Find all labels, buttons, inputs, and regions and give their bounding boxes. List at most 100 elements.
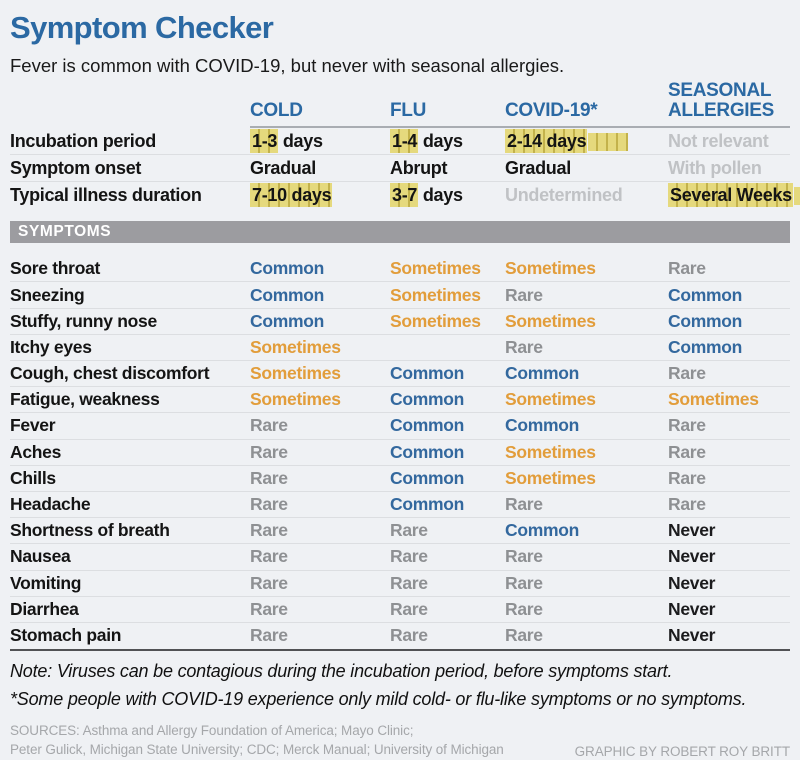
symptom-row-label: Chills: [10, 467, 56, 488]
duration-highlight: Several Weeks: [668, 183, 793, 208]
symptom-row-label: Shortness of breath: [10, 520, 170, 541]
symptom-frequency-cell: Sometimes: [390, 310, 481, 331]
symptom-frequency-cell: Never: [668, 572, 716, 593]
symptom-frequency-cell: Rare: [505, 336, 543, 357]
symptom-frequency-cell: Rare: [668, 415, 706, 436]
symptom-frequency-cell: Rare: [250, 494, 288, 515]
symptom-frequency-cell: Rare: [505, 546, 543, 567]
overview-row: Symptom onset Gradual Abrupt Gradual With po…: [10, 155, 790, 183]
overview-cell-text: Undetermined: [505, 185, 623, 206]
symptom-row: Cough, chest discomfort Sometimes Common Co…: [10, 361, 790, 388]
symptom-frequency-cell: Sometimes: [505, 310, 596, 331]
symptom-frequency-cell: Sometimes: [505, 467, 596, 488]
symptom-frequency-cell: Never: [668, 520, 716, 541]
column-header-flu: FLU: [390, 100, 427, 122]
symptom-frequency-cell: Common: [390, 467, 465, 488]
subtitle: Fever is common with COVID-19, but never…: [10, 55, 565, 76]
symptoms-section-label: SYMPTOMS: [18, 223, 112, 241]
overview-cell-text: Abrupt: [390, 157, 448, 178]
symptom-frequency-cell: Rare: [390, 625, 428, 646]
overview-cell: Several Weeks: [668, 183, 800, 208]
symptom-frequency-cell: Rare: [390, 572, 428, 593]
symptom-frequency-cell: Common: [390, 415, 465, 436]
overview-cell-text: Gradual: [505, 157, 571, 178]
overview-cell-text: Not relevant: [668, 130, 769, 151]
symptom-row: Nausea Rare Rare Rare Never: [10, 544, 790, 571]
symptom-frequency-cell: Rare: [250, 625, 288, 646]
symptom-row-label: Fatigue, weakness: [10, 389, 160, 410]
symptom-frequency-cell: Never: [668, 598, 716, 619]
symptom-frequency-cell: Sometimes: [250, 336, 341, 357]
column-header-covid19: COVID-19*: [505, 100, 598, 122]
footer: SOURCES: Asthma and Allergy Foundation o…: [10, 721, 790, 760]
symptom-frequency-cell: Common: [505, 363, 580, 384]
overview-row-label: Incubation period: [10, 130, 156, 151]
overview-cell: Not relevant: [668, 131, 790, 152]
duration-highlight: 3-7: [390, 183, 419, 208]
symptom-row-label: Sore throat: [10, 258, 101, 279]
symptom-frequency-cell: Never: [668, 625, 716, 646]
symptom-row: Shortness of breath Rare Rare Common Never: [10, 518, 790, 545]
symptom-frequency-cell: Common: [250, 258, 325, 279]
symptom-frequency-cell: Rare: [505, 284, 543, 305]
duration-highlight-extension: [588, 132, 629, 151]
symptom-frequency-cell: Rare: [250, 467, 288, 488]
overview-cell: 1-3 days: [250, 128, 390, 153]
symptom-row-label: Cough, chest discomfort: [10, 363, 210, 384]
symptom-row-label: Aches: [10, 441, 62, 462]
symptom-frequency-cell: Common: [390, 363, 465, 384]
graphic-credit: GRAPHIC BY ROBERT ROY BRITT: [574, 743, 790, 759]
overview-cell: 3-7 days: [390, 183, 505, 208]
overview-cell-text: With pollen: [668, 157, 762, 178]
symptom-row-label: Headache: [10, 494, 91, 515]
symptom-row-label: Vomiting: [10, 572, 82, 593]
symptom-row: Sore throat Common Sometimes Sometimes Rare: [10, 256, 790, 283]
symptom-frequency-cell: Rare: [505, 494, 543, 515]
symptom-frequency-cell: Rare: [390, 520, 428, 541]
symptom-row-label: Stuffy, runny nose: [10, 310, 157, 331]
symptom-row: Vomiting Rare Rare Rare Never: [10, 571, 790, 597]
overview-cell: Gradual: [505, 158, 668, 179]
symptom-row-label: Stomach pain: [10, 625, 122, 646]
symptom-frequency-cell: Rare: [390, 598, 428, 619]
symptom-frequency-cell: Common: [390, 389, 465, 410]
overview-cell: Gradual: [250, 158, 390, 179]
duration-highlight-extension: [793, 187, 800, 206]
symptom-row: Fatigue, weakness Sometimes Common Sometime…: [10, 387, 790, 414]
symptom-row: Itchy eyes Sometimes Rare Common: [10, 335, 790, 361]
column-header-cold: COLD: [250, 100, 303, 122]
infographic: Symptom Checker Fever is common with COV…: [0, 10, 800, 759]
overview-cell: 1-4 days: [390, 128, 505, 153]
overview-cell: Undetermined: [505, 185, 668, 206]
symptom-frequency-cell: Common: [668, 284, 743, 305]
sources-block: SOURCES: Asthma and Allergy Foundation o…: [10, 721, 504, 760]
symptom-frequency-cell: Common: [250, 310, 325, 331]
symptom-frequency-cell: Rare: [668, 494, 706, 515]
symptom-frequency-cell: Common: [250, 284, 325, 305]
symptom-row: Aches Rare Common Sometimes Rare: [10, 440, 790, 466]
note-covid-asterisk: *Some people with COVID-19 experience on…: [10, 689, 747, 710]
symptom-frequency-cell: Common: [505, 415, 580, 436]
symptom-row: Diarrhea Rare Rare Rare Never: [10, 597, 790, 623]
overview-cell-text: days: [278, 130, 323, 151]
symptom-frequency-cell: Rare: [250, 520, 288, 541]
symptom-row: Chills Rare Common Sometimes Rare: [10, 466, 790, 492]
symptom-frequency-cell: Rare: [250, 572, 288, 593]
symptom-frequency-cell: Rare: [505, 625, 543, 646]
symptom-frequency-cell: Common: [505, 520, 580, 541]
duration-highlight: 2-14 days: [505, 128, 588, 153]
duration-highlight: 1-4: [390, 128, 419, 153]
symptom-row-label: Diarrhea: [10, 598, 79, 619]
overview-row-label: Symptom onset: [10, 157, 142, 178]
symptom-frequency-cell: Rare: [250, 598, 288, 619]
symptom-frequency-cell: Rare: [250, 546, 288, 567]
symptom-frequency-cell: Sometimes: [505, 258, 596, 279]
symptom-row: Fever Rare Common Common Rare: [10, 413, 790, 440]
page-title: Symptom Checker: [10, 10, 274, 45]
sources-line-1: SOURCES: Asthma and Allergy Foundation o…: [10, 722, 414, 738]
overview-cell: Abrupt: [390, 158, 505, 179]
duration-highlight: 7-10 days: [250, 183, 333, 208]
symptoms-table: Sore throat Common Sometimes Sometimes Rare S…: [10, 256, 790, 652]
symptom-row-label: Itchy eyes: [10, 336, 92, 357]
symptom-frequency-cell: Rare: [250, 441, 288, 462]
